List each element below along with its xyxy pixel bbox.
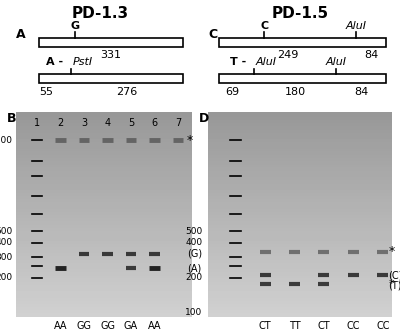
Text: PstI: PstI [72,57,92,67]
Text: 2: 2 [58,118,64,128]
Text: 200: 200 [185,273,202,282]
Text: (G): (G) [187,249,202,259]
FancyBboxPatch shape [39,38,183,47]
FancyBboxPatch shape [39,74,183,83]
Text: AluI: AluI [256,57,277,67]
Text: *: * [388,245,394,258]
FancyBboxPatch shape [219,38,386,47]
Text: 84: 84 [354,87,368,97]
Text: 500: 500 [185,227,202,236]
Text: T -: T - [230,57,250,67]
Text: *: * [187,134,193,147]
Text: A: A [16,28,26,41]
Text: 3: 3 [81,118,87,128]
Text: (T): (T) [388,281,400,291]
Text: 180: 180 [285,87,306,97]
Text: 4: 4 [104,118,110,128]
Text: CT: CT [259,321,271,330]
Text: AluI: AluI [346,21,367,31]
Text: 200: 200 [0,273,12,282]
Text: 400: 400 [0,238,12,247]
Text: AA: AA [54,321,67,330]
Text: *: * [388,280,394,289]
Text: CC: CC [347,321,360,330]
Text: GA: GA [124,321,138,330]
Text: 1: 1 [34,118,40,128]
Text: A -: A - [46,57,67,67]
Text: 5: 5 [128,118,134,128]
Text: TT: TT [289,321,300,330]
Text: 3000: 3000 [0,136,12,145]
Text: CT: CT [318,321,330,330]
Text: 500: 500 [0,227,12,236]
Text: 300: 300 [0,252,12,262]
Text: 7: 7 [175,118,181,128]
Text: 276: 276 [116,87,138,97]
Text: 55: 55 [39,87,53,97]
Text: B: B [7,112,17,125]
Text: 84: 84 [364,50,378,60]
Text: D: D [199,112,209,125]
Text: GG: GG [100,321,115,330]
Text: 6: 6 [151,118,158,128]
Text: C: C [208,28,217,41]
Text: 100: 100 [185,308,202,317]
Text: PD-1.3: PD-1.3 [72,6,128,21]
Text: AluI: AluI [326,57,347,67]
Text: AA: AA [148,321,161,330]
Text: 400: 400 [185,238,202,247]
Text: G: G [70,21,80,31]
FancyBboxPatch shape [219,74,386,83]
Text: 331: 331 [100,50,122,60]
Text: (A): (A) [187,263,201,273]
Text: 249: 249 [277,50,298,60]
Text: GG: GG [76,321,92,330]
Text: C: C [260,21,268,31]
Text: (C): (C) [388,270,400,280]
Text: PD-1.5: PD-1.5 [272,6,328,21]
Text: 69: 69 [225,87,239,97]
Text: CC: CC [376,321,390,330]
